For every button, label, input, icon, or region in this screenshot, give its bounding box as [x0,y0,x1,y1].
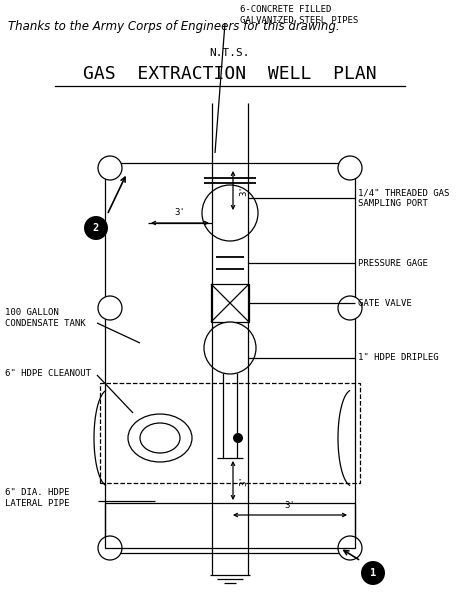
Circle shape [360,561,384,585]
Text: 100 GALLON
CONDENSATE TANK: 100 GALLON CONDENSATE TANK [5,308,85,328]
Text: 1" HDPE DRIPLEG: 1" HDPE DRIPLEG [357,354,438,362]
Text: 3': 3' [239,475,247,486]
Text: 1/4" THREADED GAS
SAMPLING PORT: 1/4" THREADED GAS SAMPLING PORT [357,188,448,208]
Bar [100,383,359,483]
Bar [105,503,354,548]
Text: GAS  EXTRACTION  WELL  PLAN: GAS EXTRACTION WELL PLAN [83,65,376,83]
Text: Thanks to the Army Corps of Engineers for this drawing.: Thanks to the Army Corps of Engineers fo… [8,20,339,33]
Text: 6-CONCRETE FILLED
GALVANIZED STEEL PIPES: 6-CONCRETE FILLED GALVANIZED STEEL PIPES [240,6,358,25]
Text: 6" HDPE CLEANOUT: 6" HDPE CLEANOUT [5,368,91,378]
Text: GATE VALVE: GATE VALVE [357,299,411,308]
Ellipse shape [128,414,191,462]
Text: PRESSURE GAGE: PRESSURE GAGE [357,259,427,267]
Circle shape [337,296,361,320]
Text: 3': 3' [239,185,247,196]
Circle shape [337,536,361,560]
Text: 6" DIA. HDPE
LATERAL PIPE: 6" DIA. HDPE LATERAL PIPE [5,489,69,508]
Circle shape [202,185,257,241]
Circle shape [337,156,361,180]
Text: 3': 3' [284,501,295,510]
Bar [211,284,248,322]
Circle shape [203,322,256,374]
Ellipse shape [140,423,179,453]
Circle shape [98,296,122,320]
Text: N.T.S.: N.T.S. [209,48,250,58]
Circle shape [98,156,122,180]
Bar [105,163,354,553]
Circle shape [233,433,242,443]
Text: 2: 2 [93,223,99,233]
Text: 1: 1 [369,568,375,578]
Circle shape [98,536,122,560]
Circle shape [84,216,108,240]
Text: 3': 3' [174,208,185,217]
